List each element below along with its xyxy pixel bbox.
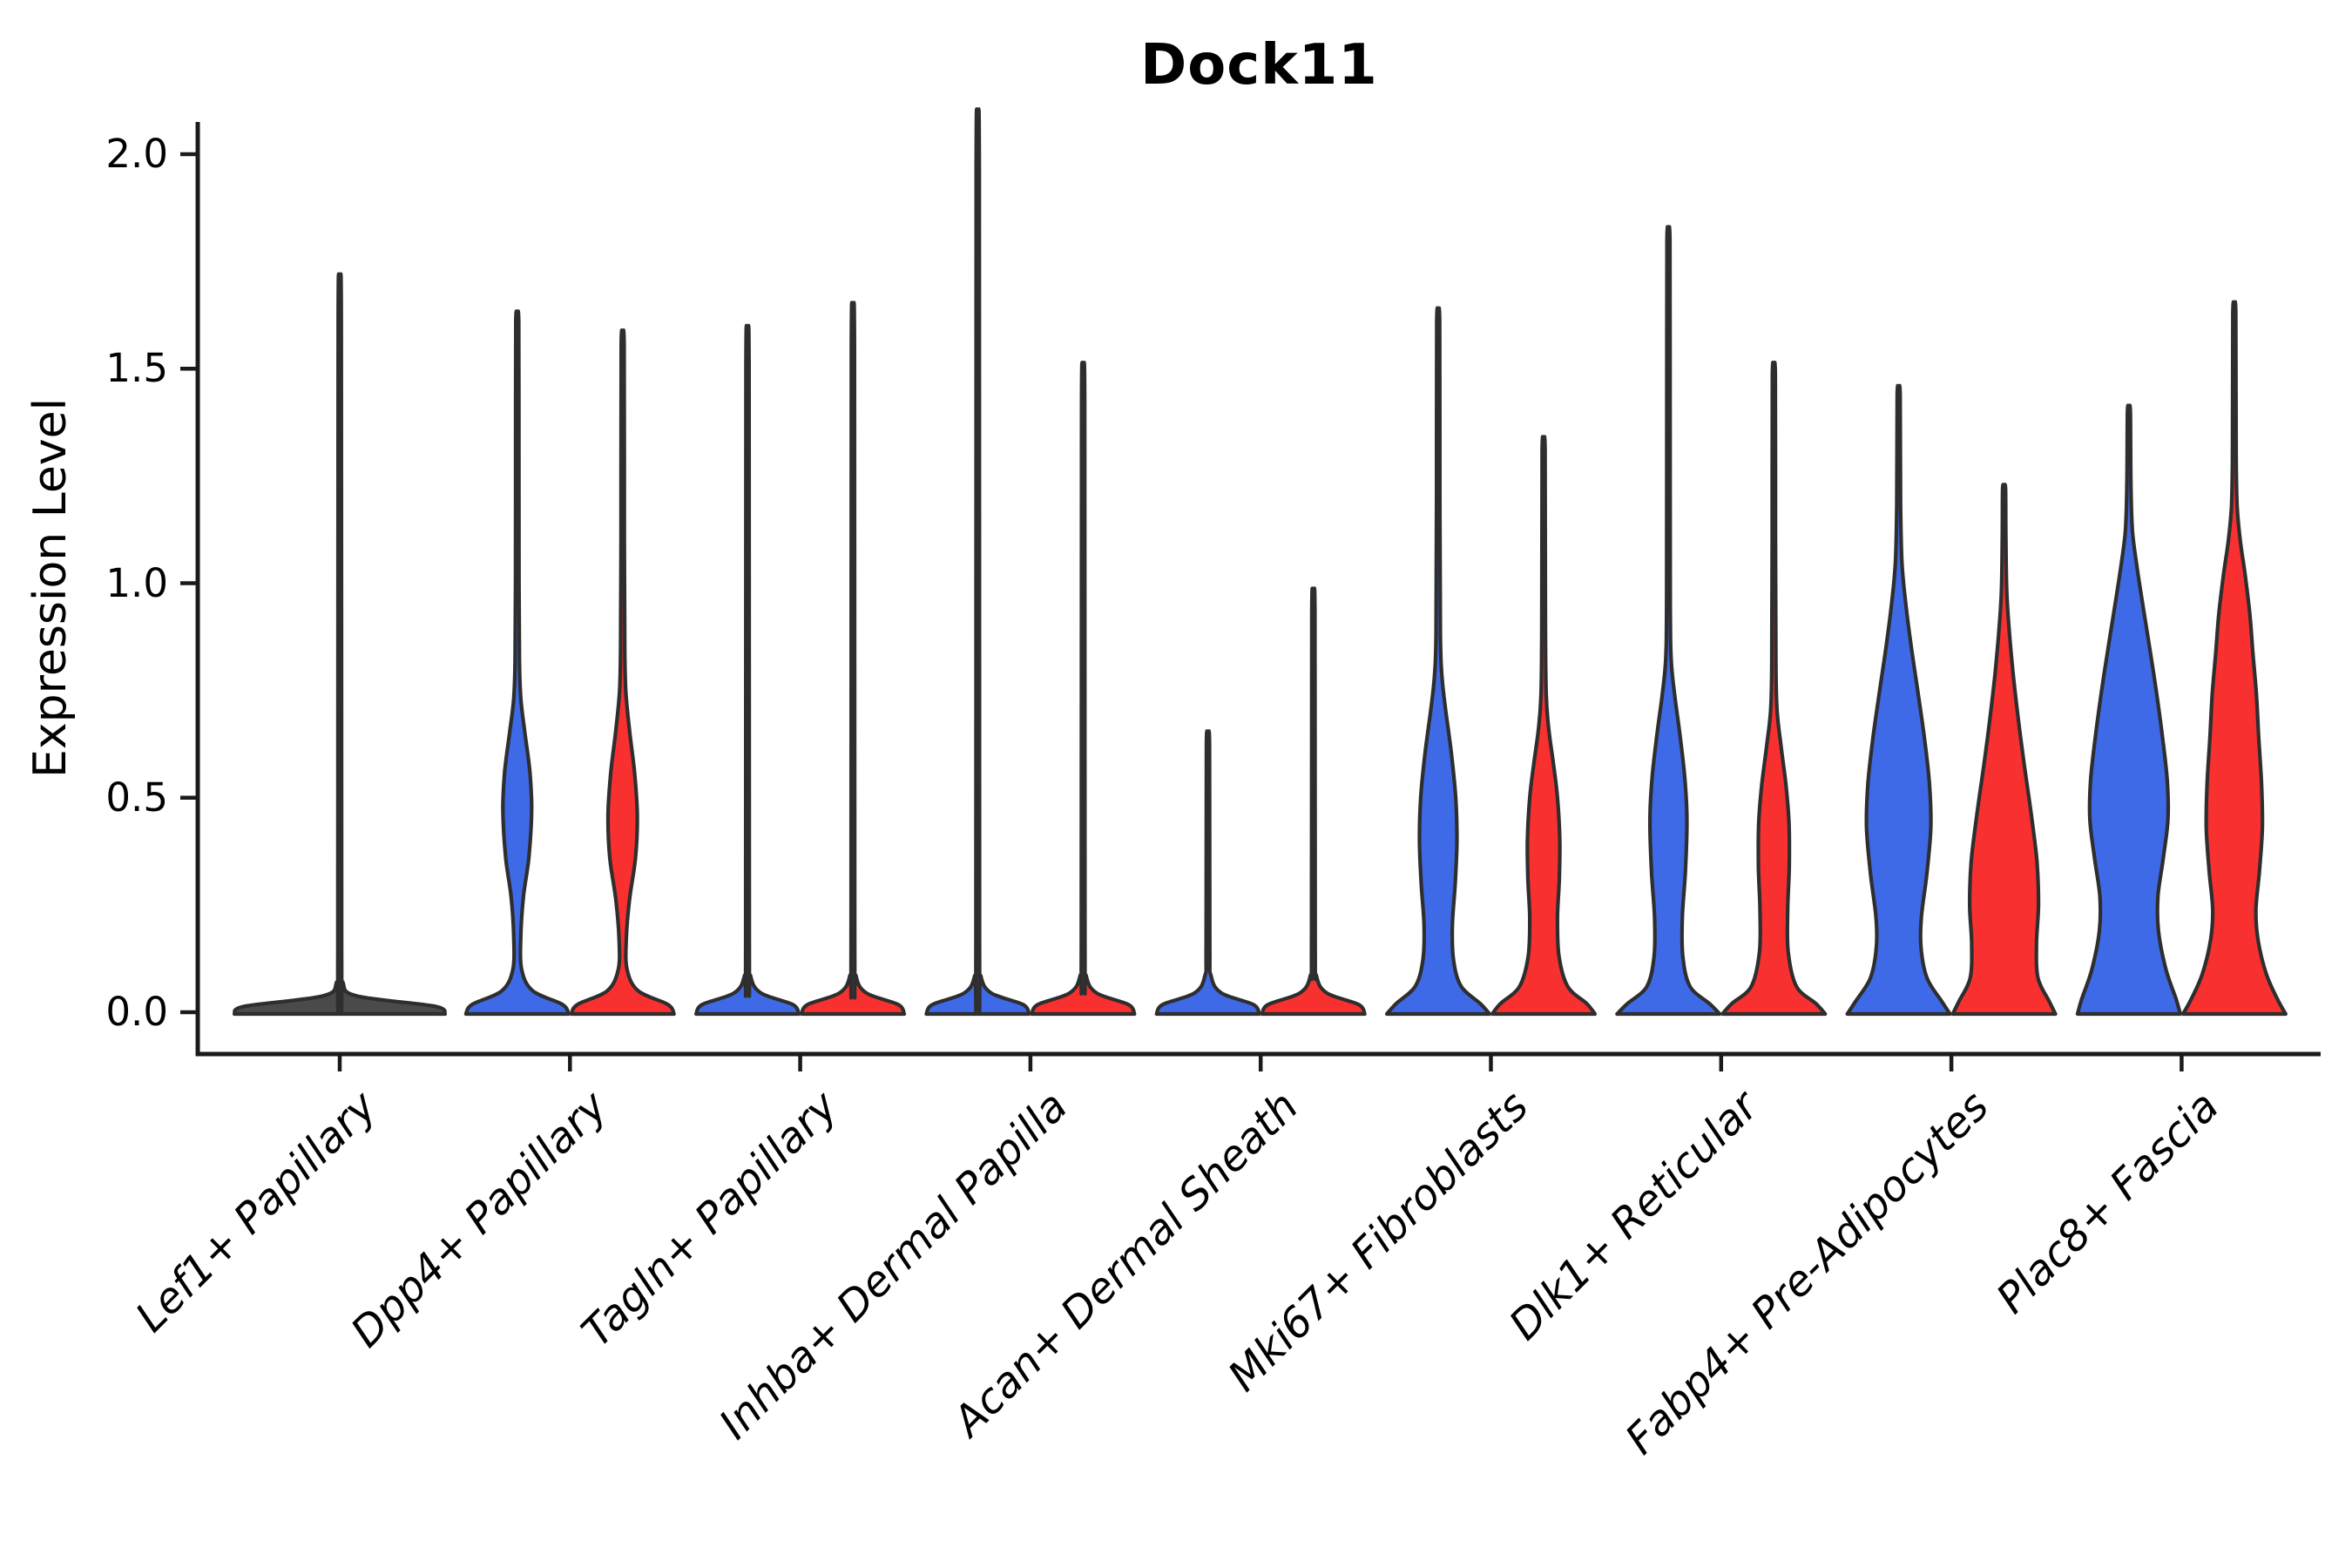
violin-group-1 — [463, 309, 676, 1017]
y-tick-label-1.0: 1.0 — [105, 559, 168, 606]
violin-6-blue — [1615, 225, 1722, 1017]
violin-7-red — [1950, 483, 2058, 1017]
violin-4-red — [1260, 586, 1367, 1017]
violin-5-blue — [1384, 306, 1492, 1017]
chart-title: Dock11 — [1140, 33, 1378, 98]
violin-group-5 — [1384, 306, 1598, 1017]
y-tick-label-0.0: 0.0 — [105, 989, 168, 1035]
violin-4-blue — [1154, 729, 1261, 1017]
violin-1-red — [569, 328, 676, 1017]
violin-group-3 — [924, 107, 1137, 1017]
violin-3-red — [1030, 361, 1137, 1017]
violin-group-6 — [1615, 225, 1828, 1017]
violin-group-7 — [1845, 383, 2058, 1017]
y-tick-label-2.0: 2.0 — [105, 131, 168, 177]
violin-group-4 — [1154, 586, 1367, 1017]
axes — [180, 122, 2321, 1071]
violin-group-2 — [694, 301, 907, 1017]
violin-0-single — [232, 272, 448, 1017]
violin-3-blue — [924, 107, 1031, 1017]
violin-6-red — [1720, 361, 1828, 1017]
violin-1-blue — [463, 309, 571, 1017]
violin-2-blue — [694, 323, 801, 1017]
violin-group-0 — [232, 272, 448, 1017]
violin-group-8 — [2075, 300, 2288, 1017]
y-tick-label-1.5: 1.5 — [105, 345, 168, 392]
violin-2-red — [800, 301, 907, 1017]
violin-8-red — [2180, 300, 2288, 1017]
y-tick-label-0.5: 0.5 — [105, 774, 168, 821]
violin-8-blue — [2075, 403, 2182, 1017]
violin-5-red — [1490, 435, 1598, 1017]
violin-7-blue — [1845, 383, 1952, 1017]
